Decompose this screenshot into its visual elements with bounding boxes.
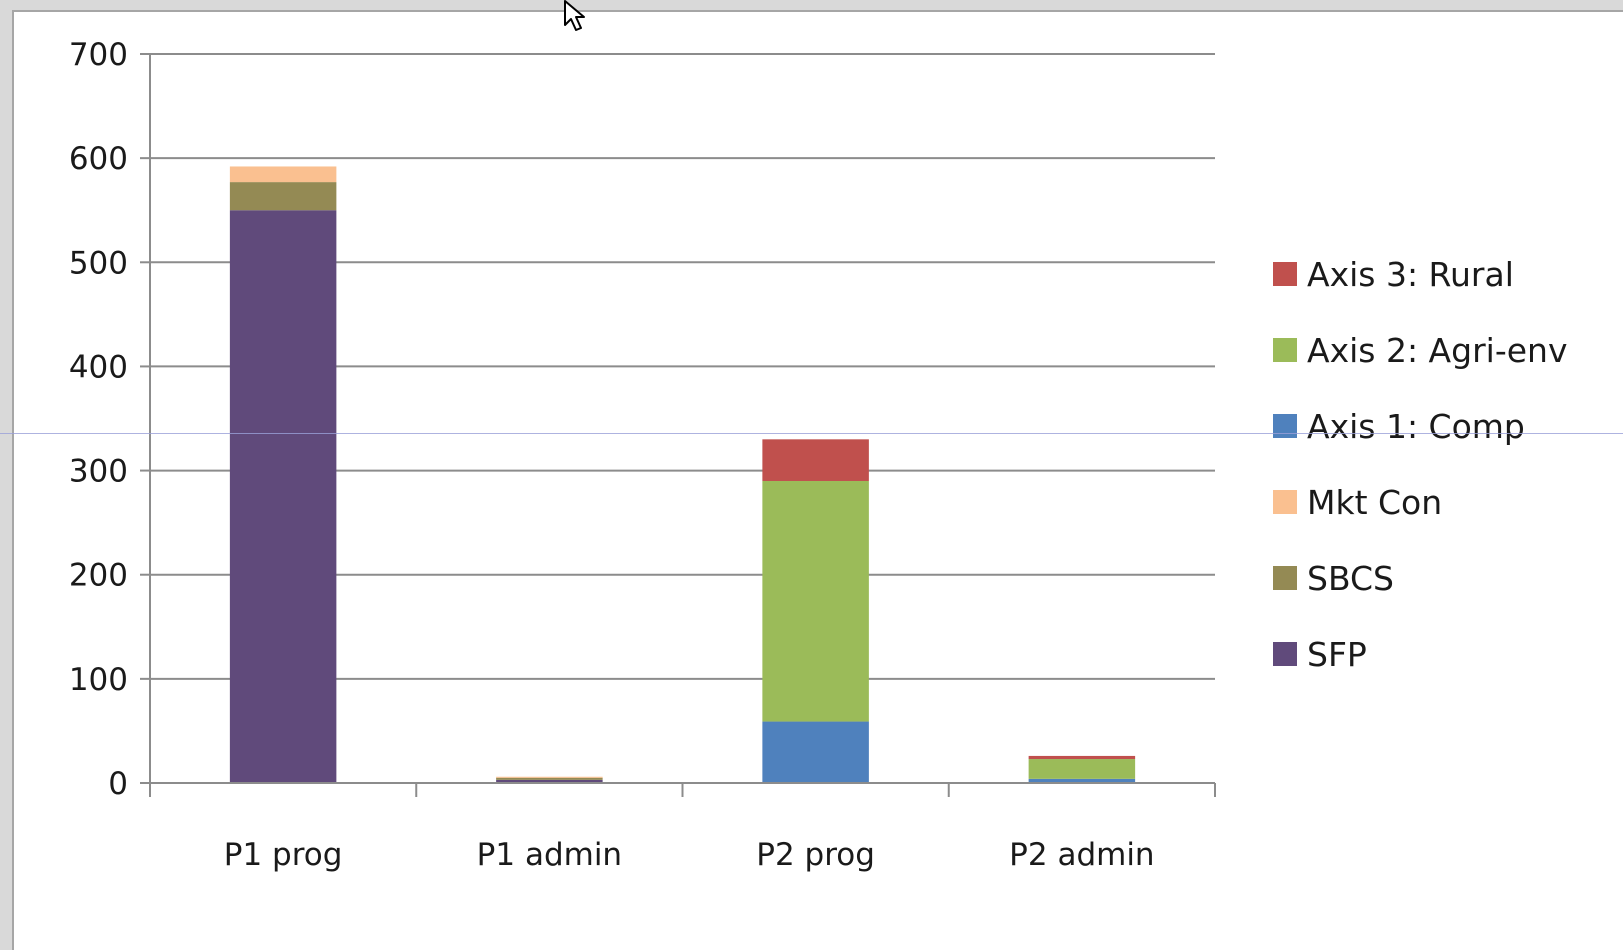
y-tick-label: 700 xyxy=(69,37,128,73)
bar-segment xyxy=(229,182,337,211)
x-tick-label: P2 prog xyxy=(756,837,875,873)
bar-segment xyxy=(762,439,869,481)
bars xyxy=(229,166,1136,783)
y-tick-label: 100 xyxy=(69,662,128,698)
legend-label: SFP xyxy=(1307,635,1367,674)
legend-label: Axis 1: Comp xyxy=(1307,407,1525,446)
y-tick-label: 500 xyxy=(69,245,128,281)
x-tick-label: P2 admin xyxy=(1009,837,1154,873)
y-tick-label: 200 xyxy=(69,558,128,594)
legend-label: SBCS xyxy=(1307,559,1394,598)
x-tick-label: P1 admin xyxy=(477,837,622,873)
gridlines xyxy=(150,53,1215,680)
axes: 0 100 200 300 400 500 600 700 P1 prog P1 admin P2 … xyxy=(69,37,1216,873)
bar-segment xyxy=(1028,759,1136,779)
bar-segment xyxy=(762,721,869,783)
bar-segment xyxy=(1028,778,1136,783)
legend-label: Mkt Con xyxy=(1307,483,1442,522)
mouse-pointer-icon xyxy=(564,0,585,31)
y-tick-label: 300 xyxy=(69,454,128,490)
legend-swatch xyxy=(1273,338,1297,362)
legend-label: Axis 3: Rural xyxy=(1307,255,1514,294)
legend-swatch xyxy=(1273,566,1297,590)
bar-segment xyxy=(762,480,869,722)
legend-swatch xyxy=(1273,642,1297,666)
bar-segment xyxy=(229,166,337,183)
legend-swatch xyxy=(1273,490,1297,514)
y-tick-label: 600 xyxy=(69,141,128,177)
guide-line xyxy=(0,433,1623,434)
legend-swatch xyxy=(1273,262,1297,286)
legend: Axis 3: Rural Axis 2: Agri-env Axis 1: Com… xyxy=(1273,255,1567,674)
y-tick-label: 400 xyxy=(69,349,128,385)
legend-swatch xyxy=(1273,414,1297,438)
y-tick-label: 0 xyxy=(108,766,128,802)
bar-segment xyxy=(496,779,603,783)
bar-segment xyxy=(496,777,603,780)
bar-segment xyxy=(1028,755,1136,760)
legend-label: Axis 2: Agri-env xyxy=(1307,331,1567,370)
x-tick-label: P1 prog xyxy=(224,837,343,873)
bar-segment xyxy=(229,210,337,783)
bar-segment xyxy=(496,776,603,778)
